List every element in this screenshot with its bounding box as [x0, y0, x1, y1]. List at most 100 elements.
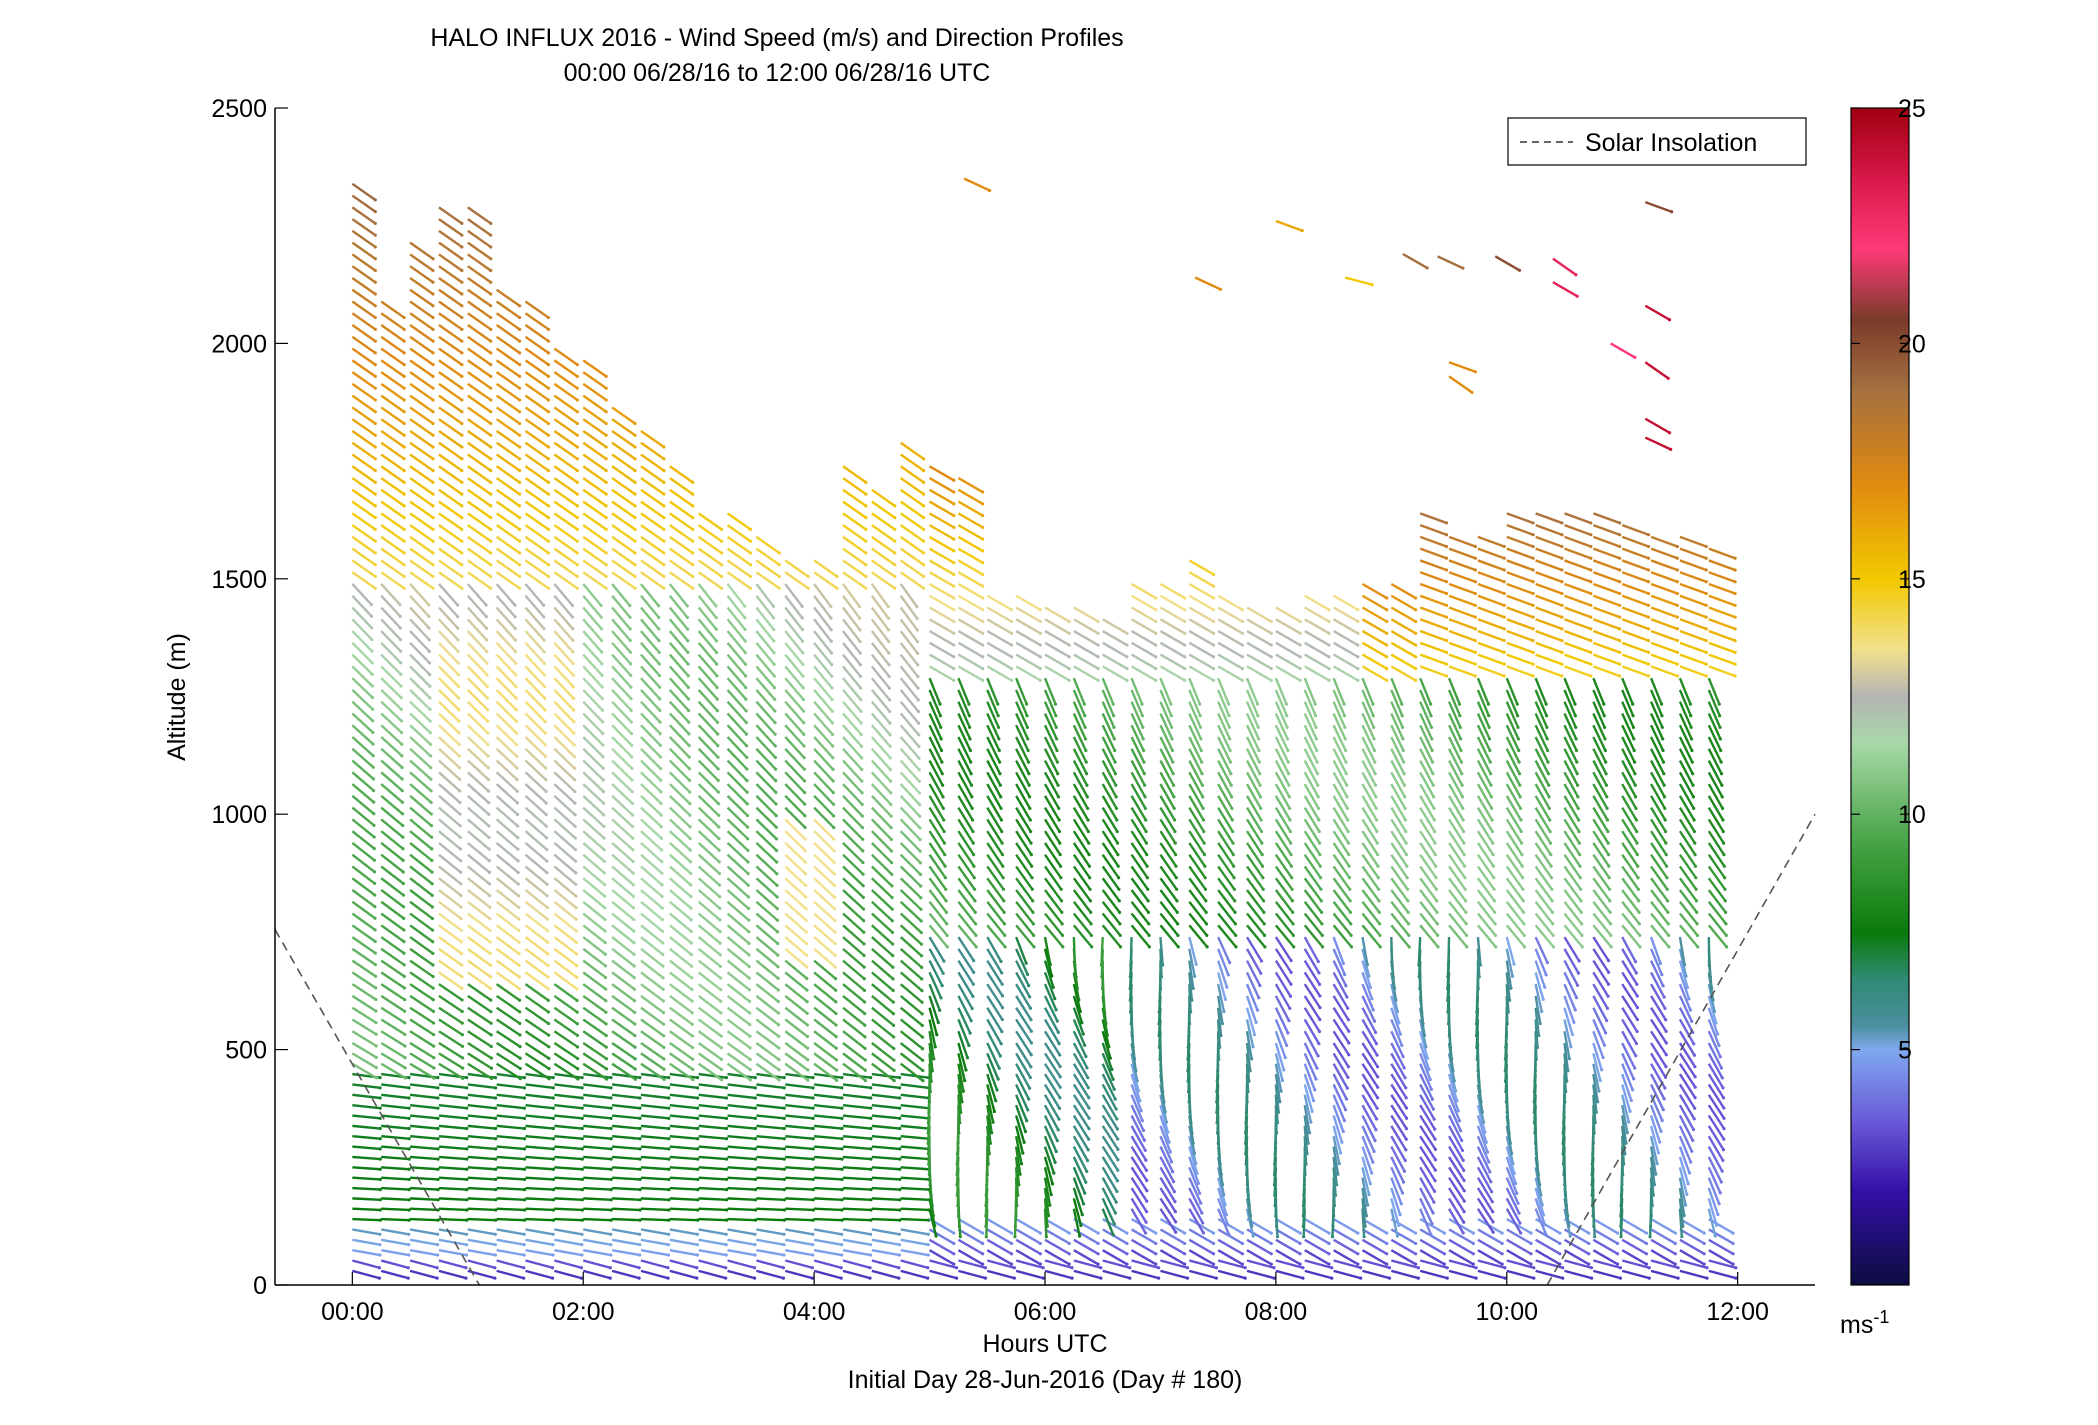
wind-barb-tip [862, 988, 867, 992]
wind-barb-tip [401, 881, 405, 886]
wind-barb-tip [863, 1058, 867, 1062]
wind-barb-tip [662, 574, 666, 579]
wind-barb [525, 1155, 554, 1161]
wind-barb-tip [803, 802, 807, 806]
wind-barb-tip [1118, 945, 1123, 949]
wind-barb-tip [990, 1131, 994, 1135]
wind-barb [1332, 960, 1347, 987]
wind-barb [1044, 1228, 1070, 1245]
wind-barb [1072, 877, 1092, 902]
wind-barb [957, 559, 984, 576]
wind-barb [582, 806, 605, 828]
wind-barb [698, 1072, 727, 1079]
wind-barb [467, 818, 490, 839]
wind-barb [1332, 677, 1346, 705]
wind-barb [438, 500, 463, 519]
wind-barb [380, 630, 402, 653]
wind-barb [727, 1176, 756, 1181]
wind-barb [899, 595, 919, 620]
wind-barb [380, 971, 406, 990]
wind-barb [351, 594, 373, 618]
wind-barb [1217, 936, 1231, 964]
wind-barb [524, 559, 550, 578]
wind-barb-tip [1286, 1031, 1290, 1035]
wind-barb-tip [745, 790, 749, 794]
wind-barb-tip [695, 1276, 699, 1280]
wind-barb-tip [609, 1253, 613, 1257]
wind-barb-tip [1211, 584, 1216, 588]
wind-barb [467, 547, 492, 566]
wind-barb-tip [1246, 1090, 1250, 1094]
wind-barb [1130, 1187, 1148, 1213]
wind-barb [467, 441, 492, 460]
wind-barb-tip [545, 859, 549, 863]
wind-barb [726, 877, 750, 898]
wind-barb-tip [1291, 910, 1295, 914]
wind-barb-tip [940, 984, 944, 988]
wind-barb [669, 1145, 698, 1151]
wind-barb-tip [575, 975, 579, 979]
wind-barb-tip [403, 1021, 407, 1025]
wind-barb-tip [1029, 841, 1033, 845]
wind-barb-tip [840, 1137, 844, 1141]
wind-barb-tip [460, 304, 464, 308]
wind-barb-tip [803, 814, 807, 818]
wind-barb-tip [517, 574, 522, 579]
wind-barb-tip [633, 539, 637, 543]
wind-barb-tip [772, 627, 776, 632]
wind-barb-tip [1232, 864, 1236, 868]
wind-barb [496, 1238, 525, 1246]
wind-barb [553, 724, 576, 746]
wind-barb-tip [696, 1188, 700, 1192]
wind-barb-tip [804, 907, 808, 911]
wind-barb [582, 477, 607, 496]
wind-barb [553, 689, 575, 711]
wind-barb [640, 535, 665, 554]
wind-barb [409, 653, 431, 676]
wind-barb [466, 665, 489, 688]
wind-barb-tip [638, 1076, 642, 1080]
wind-barb-tip [744, 685, 748, 690]
wind-barb-tip [724, 1243, 728, 1247]
wind-barb [438, 771, 461, 792]
wind-barb [726, 865, 750, 887]
wind-barb-tip [1327, 631, 1331, 635]
wind-barb [1101, 736, 1117, 763]
wind-barb-tip [633, 1010, 637, 1015]
wind-barb [727, 1248, 756, 1257]
wind-barb [1274, 783, 1291, 810]
wind-barb-tip [922, 457, 926, 461]
wind-barb-tip [574, 929, 578, 933]
wind-barb-tip [487, 870, 492, 874]
wind-barb [870, 783, 892, 806]
wind-barb [1217, 689, 1231, 717]
wind-barb-tip [662, 445, 666, 449]
wind-barb-tip [774, 790, 778, 795]
wind-barb-tip [575, 987, 579, 991]
wind-barb-tip [371, 742, 375, 746]
wind-barb-tip [662, 527, 666, 532]
wind-barb [986, 865, 1005, 890]
wind-barb [553, 583, 574, 607]
wind-barb-tip [638, 1157, 642, 1161]
wind-barb-tip [662, 492, 666, 496]
wind-barb [842, 1062, 867, 1082]
wind-barb-tip [546, 987, 550, 991]
wind-barb [612, 1207, 641, 1212]
wind-barb-tip [919, 884, 923, 888]
wind-barb-tip [372, 870, 377, 874]
wind-barb-tip [431, 974, 435, 979]
wind-barb-tip [407, 1076, 411, 1080]
wind-barb-tip [1058, 841, 1062, 845]
wind-barb [668, 594, 689, 619]
wind-barb-tip [831, 779, 835, 783]
wind-barb [813, 677, 834, 701]
wind-barb [899, 1052, 924, 1072]
wind-barb [928, 582, 955, 600]
wind-barb [669, 1093, 698, 1100]
wind-barb [957, 806, 974, 833]
wind-barb [524, 382, 550, 401]
wind-barb [611, 606, 632, 630]
wind-barb [611, 771, 634, 793]
wind-barb-tip [714, 627, 718, 631]
